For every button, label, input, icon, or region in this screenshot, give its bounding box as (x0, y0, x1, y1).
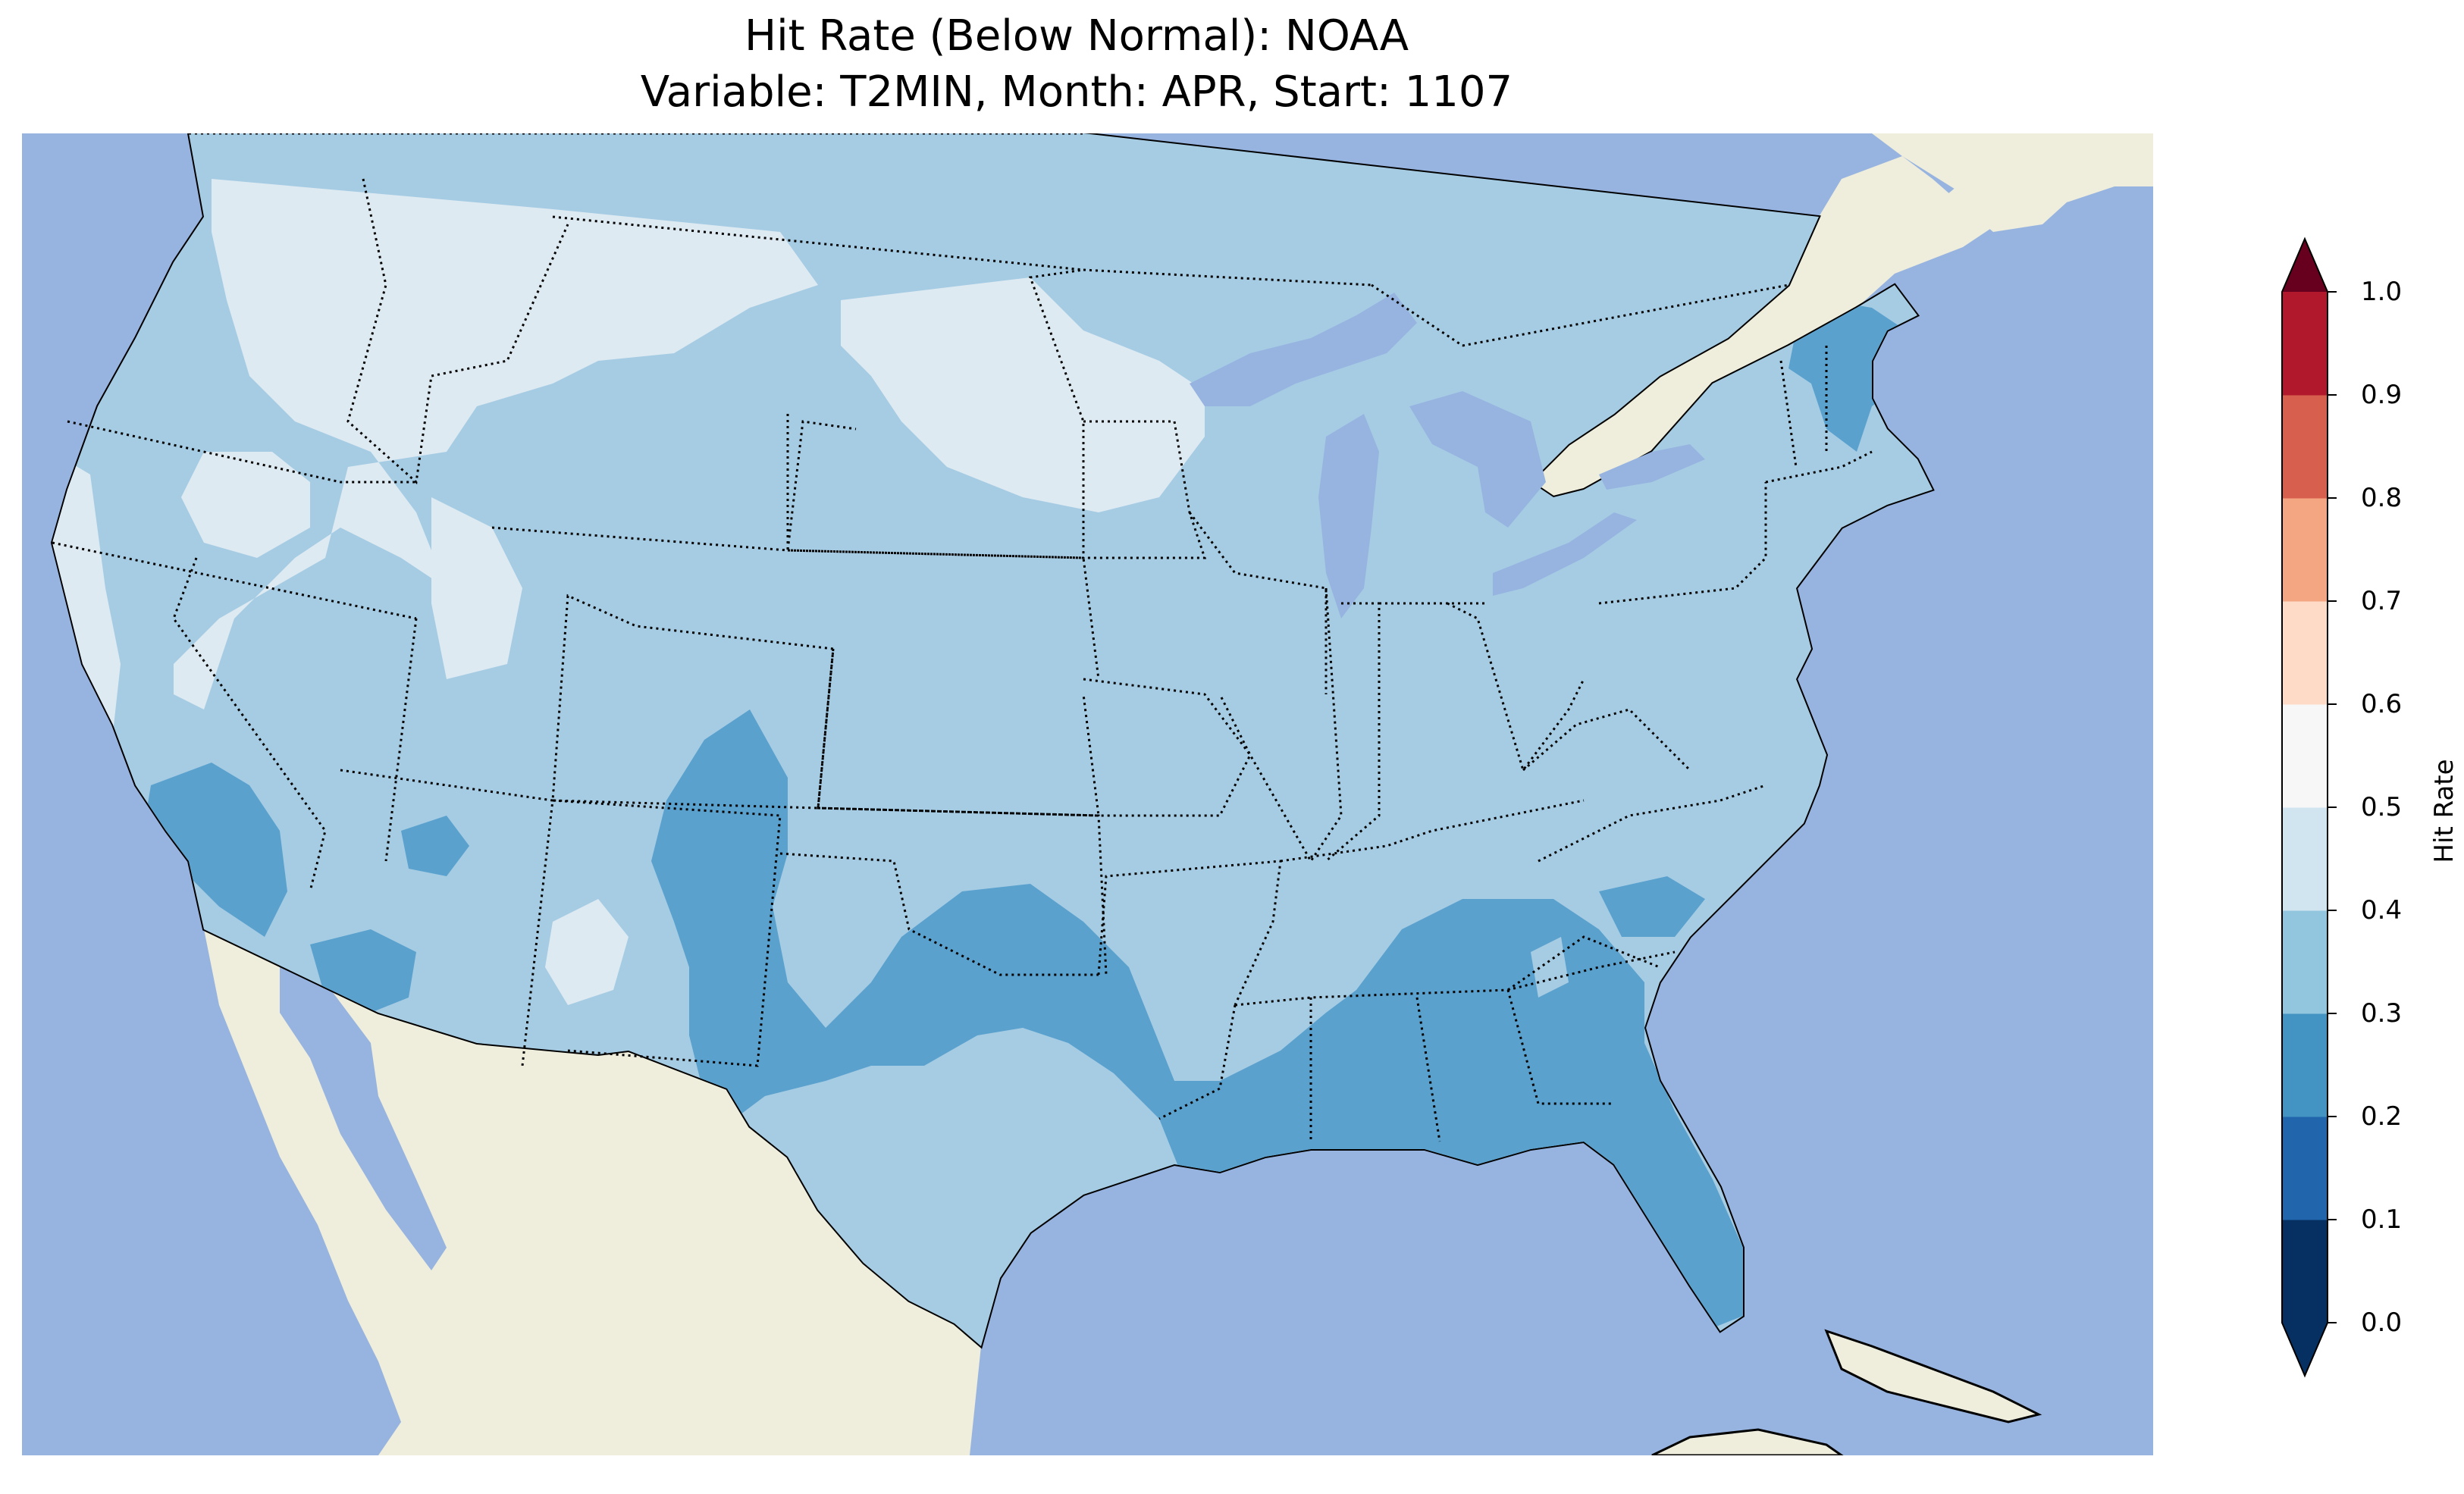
colorbar-tick-label: 0.3 (2361, 1001, 2402, 1026)
colorbar-tick-label: 0.8 (2361, 485, 2402, 511)
map-canvas (22, 133, 2153, 1455)
colorbar (2259, 235, 2350, 1395)
colorbar-bin-0.0-0.1 (2282, 1220, 2328, 1323)
colorbar-bin-0.7-0.8 (2282, 498, 2328, 602)
colorbar-tick-label: 0.1 (2361, 1207, 2402, 1232)
colorbar-extend-max (2282, 239, 2328, 292)
colorbar-tick-label: 0.9 (2361, 382, 2402, 408)
colorbar-bin-0.6-0.7 (2282, 601, 2328, 705)
colorbar-bin-0.2-0.3 (2282, 1013, 2328, 1117)
colorbar-bin-0.1-0.2 (2282, 1117, 2328, 1220)
colorbar-tick-label: 0.2 (2361, 1104, 2402, 1129)
colorbar-bin-0.5-0.6 (2282, 704, 2328, 808)
colorbar-bin-0.9-1.0 (2282, 292, 2328, 396)
map-title-line-2: Variable: T2MIN, Month: APR, Start: 1107 (0, 71, 2153, 114)
colorbar-bin-0.4-0.5 (2282, 807, 2328, 911)
colorbar-bin-0.3-0.4 (2282, 910, 2328, 1014)
colorbar-tick-label: 0.0 (2361, 1310, 2402, 1336)
map-panel (22, 133, 2153, 1455)
colorbar-tick-label: 0.7 (2361, 588, 2402, 614)
colorbar-bin-0.8-0.9 (2282, 395, 2328, 499)
colorbar-tick-label: 0.5 (2361, 794, 2402, 820)
map-title-line-1: Hit Rate (Below Normal): NOAA (0, 15, 2153, 58)
colorbar-tick-label: 0.6 (2361, 691, 2402, 717)
colorbar-extend-min (2282, 1323, 2328, 1376)
colorbar-tick-label: 1.0 (2361, 279, 2402, 305)
colorbar-tick-label: 0.4 (2361, 897, 2402, 923)
colorbar-label: Hit Rate (2429, 759, 2459, 863)
